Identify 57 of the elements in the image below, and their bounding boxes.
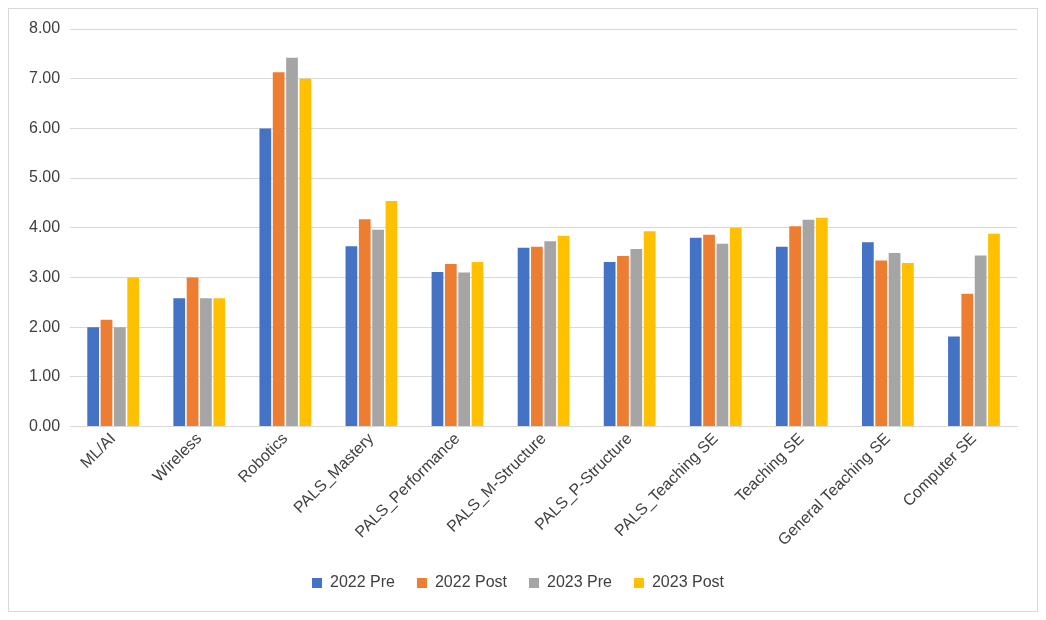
bar: [617, 256, 629, 427]
bar: [815, 217, 828, 427]
bar: [961, 293, 974, 427]
bar: [272, 72, 285, 427]
bar: [729, 227, 742, 427]
legend-label: 2023 Post: [651, 573, 725, 591]
legend-label: 2022 Post: [434, 573, 508, 591]
bar: [173, 298, 186, 427]
bar: [299, 78, 312, 427]
bar: [603, 262, 616, 427]
y-tick-label: 5.00: [29, 168, 61, 186]
legend-label: 2022 Pre: [330, 573, 396, 591]
bar: [431, 271, 444, 427]
bar: [948, 336, 960, 427]
bar: [988, 233, 1000, 427]
bar: [974, 255, 987, 427]
y-tick-label: 0.00: [29, 416, 61, 434]
y-tick-label: 8.00: [29, 19, 61, 37]
bar: [213, 298, 226, 427]
bar: [775, 246, 788, 427]
bar: [200, 298, 212, 427]
legend-label: 2023 Pre: [547, 573, 613, 591]
bar: [902, 263, 914, 427]
bar: [372, 229, 384, 427]
bar: [471, 262, 484, 427]
bar: [113, 327, 126, 427]
bar: [345, 246, 358, 427]
bar: [186, 277, 199, 427]
y-tick-label: 2.00: [29, 317, 61, 335]
bar: [87, 327, 100, 427]
bar: [531, 246, 543, 427]
y-tick-label: 3.00: [29, 267, 61, 285]
bar: [789, 226, 801, 427]
bar: [358, 219, 371, 427]
bar: [689, 237, 702, 427]
bar: [862, 242, 874, 427]
y-tick-label: 6.00: [29, 118, 61, 136]
bar: [259, 128, 272, 427]
y-tick-label: 7.00: [29, 69, 61, 87]
bar: [458, 272, 471, 427]
y-tick-label: 1.00: [29, 367, 61, 385]
bar: [888, 253, 901, 427]
bar: [286, 57, 298, 427]
bar: [802, 219, 815, 427]
bar: [630, 249, 643, 427]
bar: [127, 277, 140, 427]
bar: [100, 319, 113, 427]
bar: [517, 247, 530, 427]
bar: [643, 231, 656, 427]
bar: [444, 264, 457, 427]
bar: [716, 243, 729, 427]
bar: [385, 200, 398, 427]
bar: [557, 235, 570, 427]
bar: [875, 260, 888, 427]
bar: [703, 234, 715, 427]
y-tick-label: 4.00: [29, 218, 61, 236]
bar: [544, 241, 557, 427]
